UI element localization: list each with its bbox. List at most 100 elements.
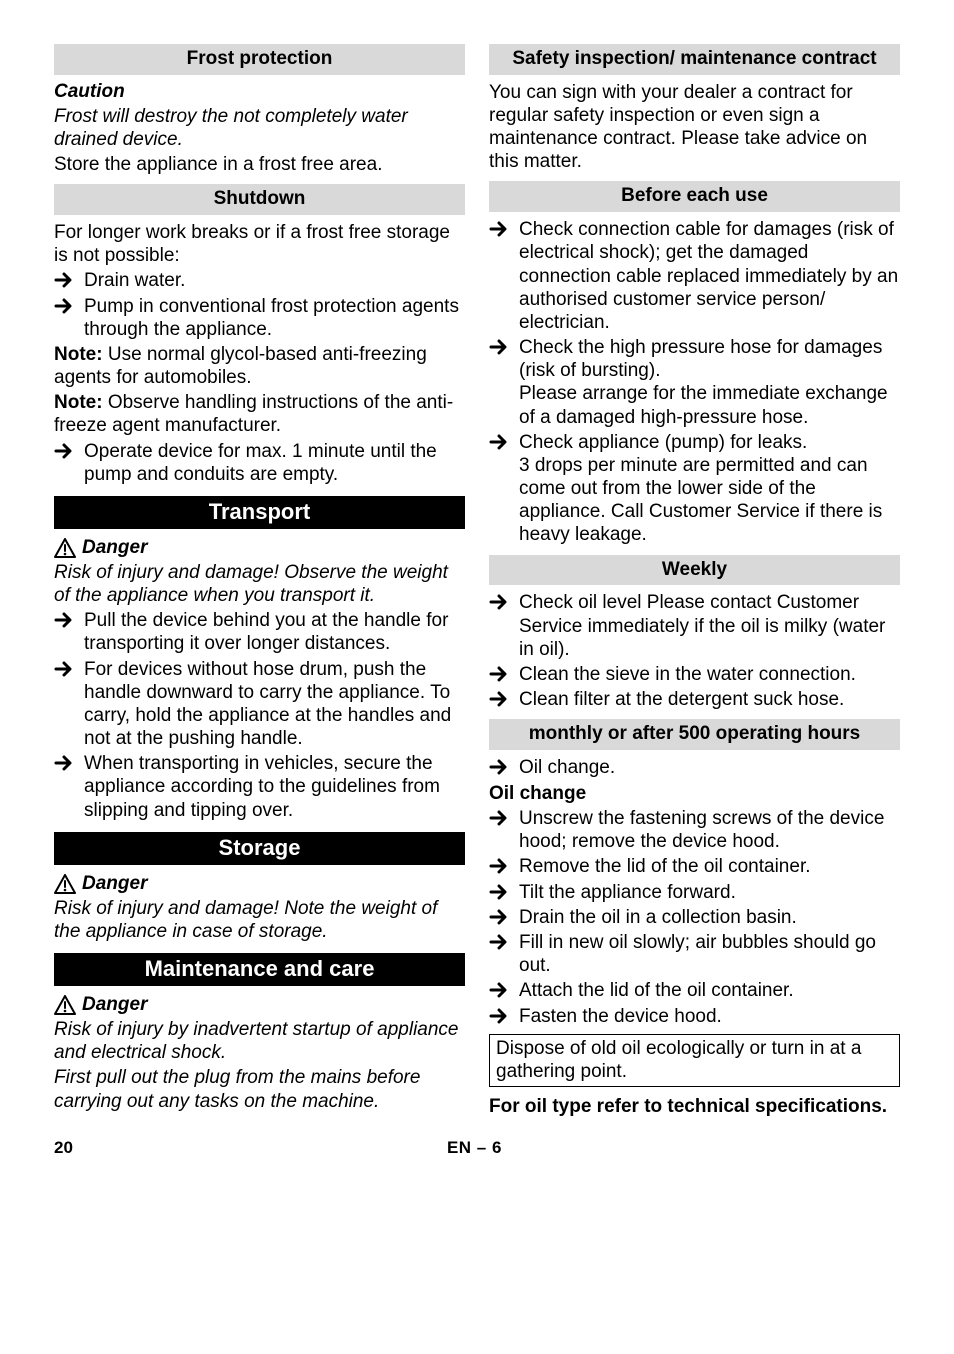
list-item-text: Remove the lid of the oil container. xyxy=(519,856,811,877)
shutdown-list: Drain water. Pump in conventional frost … xyxy=(54,269,465,341)
list-item-text: Fill in new oil slowly; air bubbles shou… xyxy=(519,932,876,976)
note-body: Observe handling instructions of the ant… xyxy=(54,392,453,436)
page-code: EN – 6 xyxy=(447,1138,502,1158)
maintenance-heading: Maintenance and care xyxy=(54,953,465,986)
transport-list: Pull the device behind you at the handle… xyxy=(54,609,465,822)
storage-heading: Storage xyxy=(54,832,465,865)
shutdown-list-2: Operate device for max. 1 minute until t… xyxy=(54,440,465,486)
arrow-icon xyxy=(489,594,509,610)
weekly-list: Check oil level Please contact Customer … xyxy=(489,591,900,711)
arrow-icon xyxy=(54,443,74,459)
list-item: Check oil level Please contact Customer … xyxy=(489,591,900,661)
warning-icon xyxy=(54,995,76,1015)
list-item-text: Pull the device behind you at the handle… xyxy=(84,610,448,654)
page-footer: 20 EN – 6 xyxy=(54,1138,900,1158)
danger-label: Danger xyxy=(82,873,147,895)
list-item: Drain water. xyxy=(54,269,465,292)
list-item-text: Fasten the device hood. xyxy=(519,1006,722,1027)
monthly-heading: monthly or after 500 operating hours xyxy=(489,719,900,750)
list-item-text: Unscrew the fastening screws of the devi… xyxy=(519,808,884,852)
arrow-icon xyxy=(489,434,509,450)
maintenance-danger-body-1: Risk of injury by inadvertent startup of… xyxy=(54,1018,465,1064)
list-item: Fasten the device hood. xyxy=(489,1005,900,1028)
weekly-heading: Weekly xyxy=(489,555,900,586)
list-item-text: Tilt the appliance forward. xyxy=(519,882,736,903)
two-column-layout: Frost protection Caution Frost will dest… xyxy=(54,36,900,1120)
list-item: Clean the sieve in the water connection. xyxy=(489,663,900,686)
arrow-icon xyxy=(489,982,509,998)
note-label: Note: xyxy=(54,344,103,365)
danger-label: Danger xyxy=(82,994,147,1016)
list-item-text: Check connection cable for damages (risk… xyxy=(519,219,898,333)
monthly-list: Oil change. xyxy=(489,756,900,779)
transport-danger-body: Risk of injury and damage! Observe the w… xyxy=(54,561,465,607)
right-column: Safety inspection/ maintenance contract … xyxy=(489,36,900,1120)
shutdown-intro: For longer work breaks or if a frost fre… xyxy=(54,221,465,267)
arrow-icon xyxy=(489,691,509,707)
caution-body-italic: Frost will destroy the not completely wa… xyxy=(54,105,465,151)
note-label: Note: xyxy=(54,392,103,413)
list-item-text: Drain the oil in a collection basin. xyxy=(519,907,797,928)
list-item: Check appliance (pump) for leaks.3 drops… xyxy=(489,431,900,547)
list-item-text: For devices without hose drum, push the … xyxy=(84,659,451,750)
danger-label: Danger xyxy=(82,537,147,559)
safety-heading: Safety inspection/ maintenance contract xyxy=(489,44,900,75)
caution-body-plain: Store the appliance in a frost free area… xyxy=(54,153,465,176)
warning-icon xyxy=(54,874,76,894)
arrow-icon xyxy=(54,661,74,677)
list-item: When transporting in vehicles, secure th… xyxy=(54,752,465,822)
arrow-icon xyxy=(489,810,509,826)
list-item-text: Check oil level Please contact Customer … xyxy=(519,592,885,659)
before-list: Check connection cable for damages (risk… xyxy=(489,218,900,546)
list-item-text: Clean the sieve in the water connection. xyxy=(519,664,856,685)
before-each-use-heading: Before each use xyxy=(489,181,900,212)
list-item-text: Pump in conventional frost protection ag… xyxy=(84,296,459,340)
arrow-icon xyxy=(54,272,74,288)
arrow-icon xyxy=(489,339,509,355)
danger-row: Danger xyxy=(54,537,465,559)
list-item-text: Check appliance (pump) for leaks.3 drops… xyxy=(519,431,900,547)
list-item: Drain the oil in a collection basin. xyxy=(489,906,900,929)
caution-label: Caution xyxy=(54,81,465,103)
shutdown-heading: Shutdown xyxy=(54,184,465,215)
left-column: Frost protection Caution Frost will dest… xyxy=(54,36,465,1120)
note-body: Use normal glycol-based anti-freezing ag… xyxy=(54,344,427,388)
danger-row: Danger xyxy=(54,994,465,1016)
dispose-box: Dispose of old oil ecologically or turn … xyxy=(489,1034,900,1087)
arrow-icon xyxy=(489,909,509,925)
list-item-text: Attach the lid of the oil container. xyxy=(519,980,794,1001)
oil-change-label: Oil change xyxy=(489,783,900,805)
page-number: 20 xyxy=(54,1138,73,1158)
arrow-icon xyxy=(489,858,509,874)
safety-body: You can sign with your dealer a contract… xyxy=(489,81,900,174)
list-item: Check the high pressure hose for damages… xyxy=(489,336,900,429)
arrow-icon xyxy=(489,1008,509,1024)
arrow-icon xyxy=(489,884,509,900)
warning-icon xyxy=(54,538,76,558)
arrow-icon xyxy=(54,755,74,771)
oil-type-line: For oil type refer to technical specific… xyxy=(489,1095,900,1118)
list-item-text: Operate device for max. 1 minute until t… xyxy=(84,441,437,485)
list-item-text: Check the high pressure hose for damages… xyxy=(519,336,900,429)
note-1: Note: Use normal glycol-based anti-freez… xyxy=(54,343,465,389)
list-item: Pump in conventional frost protection ag… xyxy=(54,295,465,341)
list-item: Remove the lid of the oil container. xyxy=(489,855,900,878)
list-item: Tilt the appliance forward. xyxy=(489,881,900,904)
list-item: Pull the device behind you at the handle… xyxy=(54,609,465,655)
list-item-text: When transporting in vehicles, secure th… xyxy=(84,753,440,820)
list-item-text: Drain water. xyxy=(84,270,185,291)
list-item: Unscrew the fastening screws of the devi… xyxy=(489,807,900,853)
list-item-text: Oil change. xyxy=(519,757,615,778)
arrow-icon xyxy=(54,612,74,628)
list-item: Clean filter at the detergent suck hose. xyxy=(489,688,900,711)
arrow-icon xyxy=(489,934,509,950)
arrow-icon xyxy=(489,666,509,682)
arrow-icon xyxy=(54,298,74,314)
list-item: Operate device for max. 1 minute until t… xyxy=(54,440,465,486)
list-item: Fill in new oil slowly; air bubbles shou… xyxy=(489,931,900,977)
list-item: Oil change. xyxy=(489,756,900,779)
arrow-icon xyxy=(489,221,509,237)
note-2: Note: Observe handling instructions of t… xyxy=(54,391,465,437)
danger-row: Danger xyxy=(54,873,465,895)
transport-heading: Transport xyxy=(54,496,465,529)
